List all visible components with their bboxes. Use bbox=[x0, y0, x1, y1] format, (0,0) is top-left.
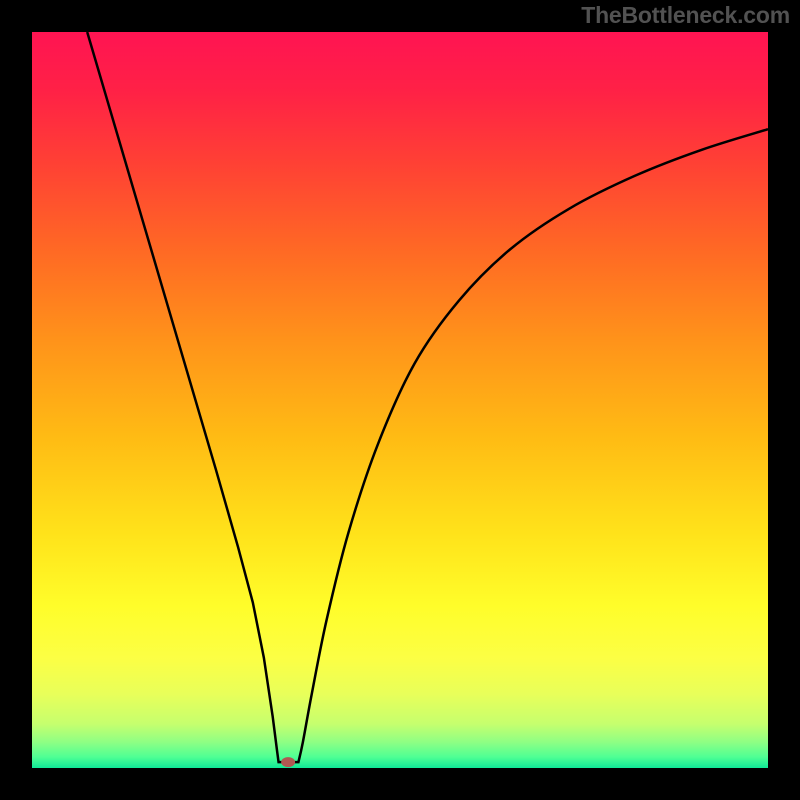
chart-svg bbox=[0, 0, 800, 800]
site-watermark: TheBottleneck.com bbox=[581, 2, 790, 29]
optimal-point-marker bbox=[281, 757, 295, 767]
gradient-background bbox=[32, 32, 768, 768]
chart-container: TheBottleneck.com bbox=[0, 0, 800, 800]
